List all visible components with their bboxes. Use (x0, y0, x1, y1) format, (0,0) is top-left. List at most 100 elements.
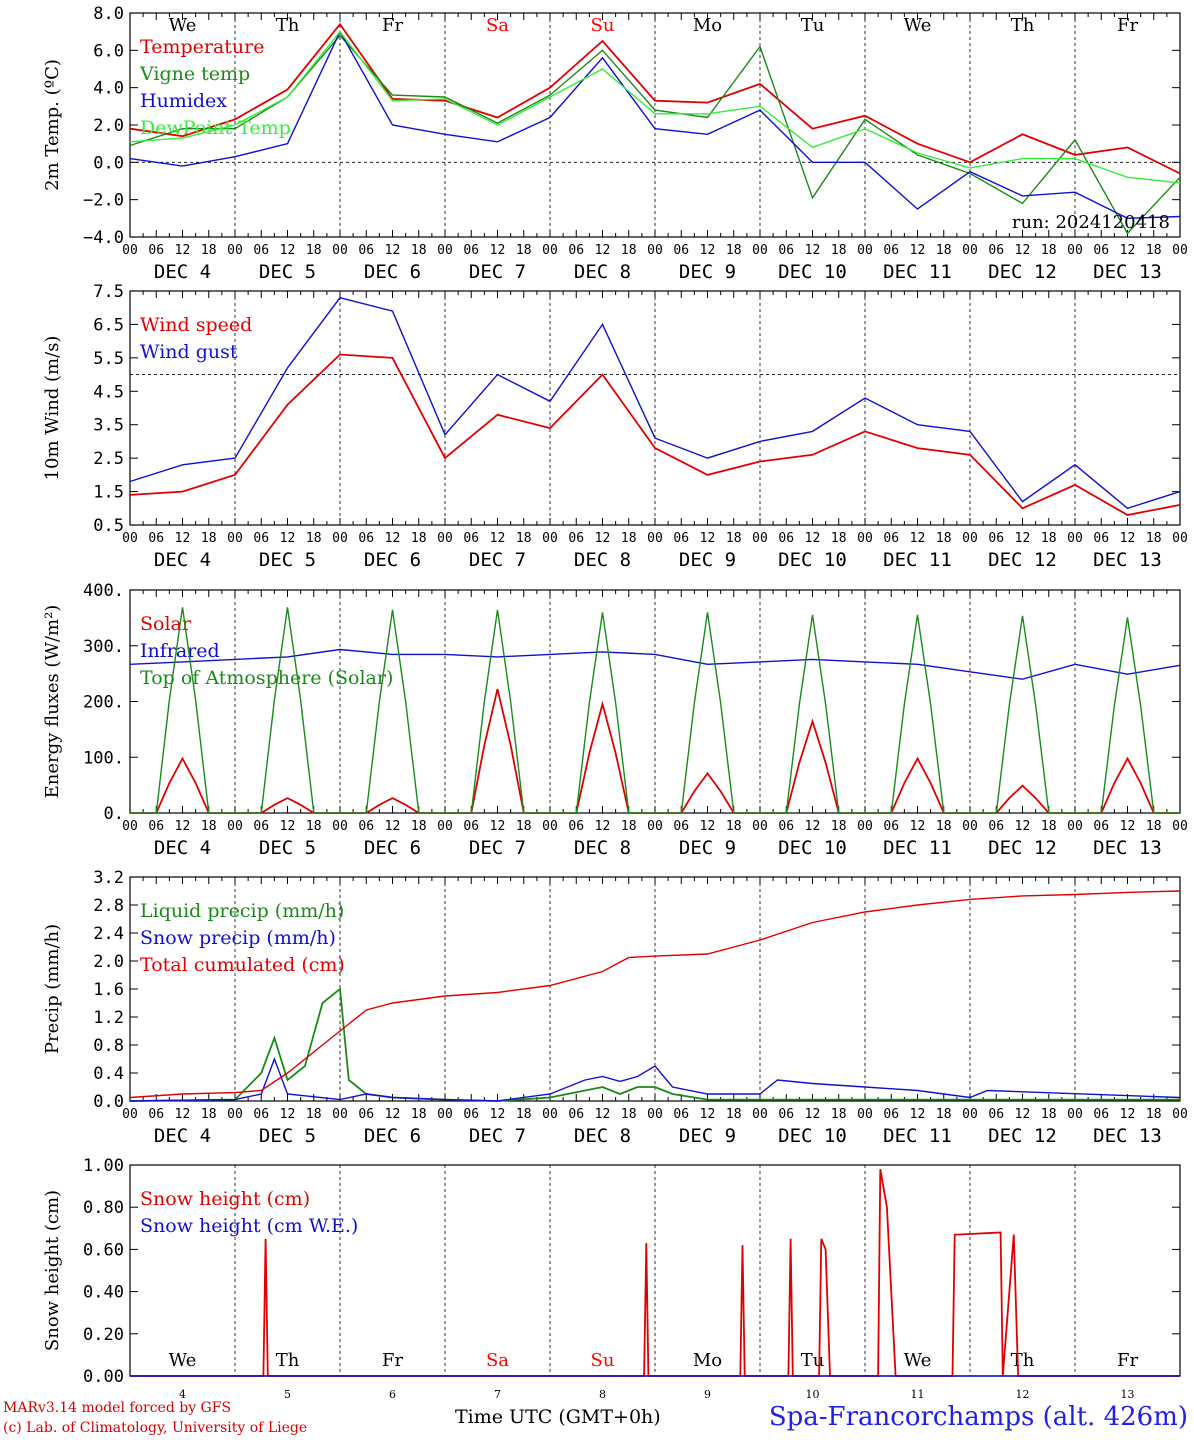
y-tick-label: 2.0 (93, 952, 124, 972)
day-label: DEC 12 (988, 837, 1057, 859)
hour-tick-label: 06 (463, 1107, 479, 1122)
hour-tick-label: 00 (1067, 1107, 1083, 1122)
hour-tick-label: 06 (253, 531, 269, 546)
day-label: DEC 9 (679, 837, 736, 859)
day-label: DEC 10 (778, 549, 847, 571)
legend-entry: Snow precip (mm/h) (140, 927, 336, 949)
hour-tick-label: 12 (280, 819, 296, 834)
hour-tick-label: 18 (1041, 531, 1057, 546)
hour-tick-label: 06 (148, 243, 164, 258)
y-tick-label: 200. (83, 693, 124, 713)
hour-tick-label: 00 (962, 243, 978, 258)
y-tick-label: 3.5 (93, 416, 124, 436)
hour-tick-label: 18 (306, 1107, 322, 1122)
hour-tick-label: 18 (936, 1107, 952, 1122)
hour-tick-label: 06 (988, 531, 1004, 546)
hour-tick-label: 18 (1146, 1107, 1162, 1122)
hour-tick-label: 00 (752, 1107, 768, 1122)
hour-tick-label: 00 (1172, 531, 1188, 546)
day-label: DEC 8 (574, 261, 631, 283)
hour-tick-label: 18 (831, 531, 847, 546)
hour-tick-label: 06 (463, 531, 479, 546)
hour-tick-label: 18 (1041, 1107, 1057, 1122)
hour-tick-label: 12 (910, 819, 926, 834)
day-number-label: 12 (1016, 1388, 1030, 1401)
hour-tick-label: 12 (805, 243, 821, 258)
hour-tick-label: 18 (516, 1107, 532, 1122)
day-number-label: 11 (911, 1388, 925, 1401)
hour-tick-label: 12 (595, 243, 611, 258)
hour-tick-label: 18 (621, 819, 637, 834)
hour-tick-label: 12 (910, 243, 926, 258)
hour-tick-label: 12 (490, 819, 506, 834)
hour-tick-label: 18 (201, 243, 217, 258)
day-number-label: 5 (284, 1388, 291, 1401)
y-tick-label: 6.5 (93, 315, 124, 335)
weekday-label: Th (1011, 1350, 1035, 1371)
hour-tick-label: 00 (437, 531, 453, 546)
day-label: DEC 13 (1093, 1125, 1162, 1147)
day-number-label: 10 (806, 1388, 820, 1401)
day-number-label: 13 (1121, 1388, 1135, 1401)
hour-tick-label: 00 (857, 1107, 873, 1122)
hour-tick-label: 06 (883, 1107, 899, 1122)
hour-tick-label: 18 (411, 819, 427, 834)
weekday-label: Fr (382, 1350, 403, 1371)
hour-tick-label: 00 (1172, 243, 1188, 258)
series-line-wind-gust (129, 296, 1181, 510)
hour-tick-label: 00 (857, 243, 873, 258)
weekday-label: Tu (801, 1350, 825, 1371)
hour-tick-label: 06 (358, 1107, 374, 1122)
hour-tick-label: 18 (306, 531, 322, 546)
legend-entry: DewPoint Temp (140, 117, 291, 139)
hour-tick-label: 12 (1015, 531, 1031, 546)
day-label: DEC 7 (469, 1125, 526, 1147)
day-label: DEC 11 (883, 837, 952, 859)
hour-tick-label: 18 (936, 819, 952, 834)
day-label: DEC 11 (883, 549, 952, 571)
hour-tick-label: 12 (1120, 1107, 1136, 1122)
y-tick-label: 0.5 (93, 516, 124, 536)
hour-tick-label: 18 (621, 1107, 637, 1122)
day-label: DEC 6 (364, 261, 421, 283)
hour-tick-label: 00 (122, 819, 138, 834)
hour-tick-label: 12 (805, 531, 821, 546)
hour-tick-label: 00 (122, 243, 138, 258)
hour-tick-label: 18 (411, 243, 427, 258)
hour-tick-label: 00 (227, 531, 243, 546)
hour-tick-label: 18 (1146, 819, 1162, 834)
hour-tick-label: 06 (778, 243, 794, 258)
hour-tick-label: 00 (437, 819, 453, 834)
hour-tick-label: 12 (385, 819, 401, 834)
day-label: DEC 5 (259, 261, 316, 283)
hour-tick-label: 12 (490, 243, 506, 258)
hour-tick-label: 06 (568, 531, 584, 546)
hour-tick-label: 18 (726, 531, 742, 546)
hour-tick-label: 12 (490, 531, 506, 546)
lab-credit: (c) Lab. of Climatology, University of L… (3, 1420, 308, 1436)
hour-tick-label: 18 (201, 531, 217, 546)
hour-tick-label: 18 (831, 819, 847, 834)
y-tick-label: 100. (83, 748, 124, 768)
location-title: Spa-Francorchamps (alt. 426m) (768, 1402, 1188, 1432)
weekday-label: Sa (486, 15, 509, 36)
day-label: DEC 7 (469, 261, 526, 283)
hour-tick-label: 18 (1146, 531, 1162, 546)
weekday-label: We (169, 1350, 197, 1371)
hour-tick-label: 12 (385, 531, 401, 546)
hour-tick-label: 18 (516, 243, 532, 258)
y-axis-label: Precip (mm/h) (42, 924, 63, 1054)
hour-tick-label: 00 (122, 531, 138, 546)
y-tick-label: 0.00 (83, 1367, 124, 1387)
time-axis-label: Time UTC (GMT+0h) (455, 1406, 661, 1428)
hour-tick-label: 06 (148, 531, 164, 546)
hour-tick-label: 06 (463, 243, 479, 258)
y-tick-label: 1.2 (93, 1008, 124, 1028)
y-tick-label: 0.0 (93, 153, 124, 173)
day-label: DEC 10 (778, 837, 847, 859)
y-tick-label: 0.80 (83, 1198, 124, 1218)
hour-tick-label: 12 (910, 1107, 926, 1122)
hour-tick-label: 12 (385, 1107, 401, 1122)
hour-tick-label: 12 (175, 243, 191, 258)
y-tick-label: 8.0 (93, 4, 124, 24)
